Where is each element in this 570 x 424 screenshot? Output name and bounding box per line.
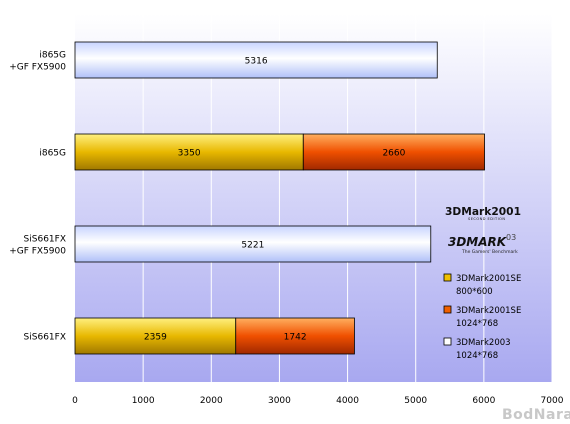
category-label: +GF FX5900 [9,63,66,73]
x-tick-label: 0 [72,396,78,406]
legend-label: 1024*768 [456,351,498,361]
watermark: BodNara [502,407,570,423]
logo-3dmark03-suffix: 03 [506,233,516,242]
bar-value-label: 3350 [178,149,201,159]
x-tick-label: 5000 [404,396,427,406]
logo-3dmark2001-sub: SECOND EDITION [468,217,506,221]
logo-3dmark03-text: 3DMARK [448,235,508,249]
legend-swatch [443,305,452,314]
category-label: i865G [39,51,66,61]
legend-label: 1024*768 [456,319,498,329]
bar [235,317,355,355]
x-tick-label: 7000 [541,396,564,406]
legend-label: 3DMark2001SE [456,274,521,284]
logo-3dmark03: 3DMARK 03 The Gamers' Benchmark [448,233,518,255]
category-label: SiS661FX [24,235,66,245]
legend-label: 3DMark2001SE [456,306,521,316]
legend-label: 3DMark2003 [456,338,511,348]
bar-value-label: 2359 [144,333,167,343]
bar-value-label: 2660 [382,149,405,159]
category-label: i865G [39,149,66,159]
x-tick-label: 6000 [472,396,495,406]
logo-3dmark03-sub: The Gamers' Benchmark [461,249,518,255]
bar-value-label: 1742 [284,333,307,343]
legend-label: 800*600 [456,287,493,297]
category-label: SiS661FX [24,333,66,343]
logo-3dmark2001-text: 3DMark2001 [445,205,521,218]
category-label: +GF FX5900 [9,247,66,257]
logo-3dmark2001: 3DMark2001 SECOND EDITION [445,205,521,221]
legend-swatch [443,337,452,346]
legend-swatch [443,273,452,282]
bar-value-label: 5316 [245,57,268,67]
x-tick-label: 1000 [132,396,155,406]
x-tick-label: 4000 [336,396,359,406]
bar-value-label: 5221 [241,241,264,251]
x-tick-label: 3000 [268,396,291,406]
bar [302,133,485,171]
x-tick-label: 2000 [200,396,223,406]
bar [74,133,304,171]
bar [74,41,438,79]
bar [74,317,237,355]
bar [74,225,432,263]
